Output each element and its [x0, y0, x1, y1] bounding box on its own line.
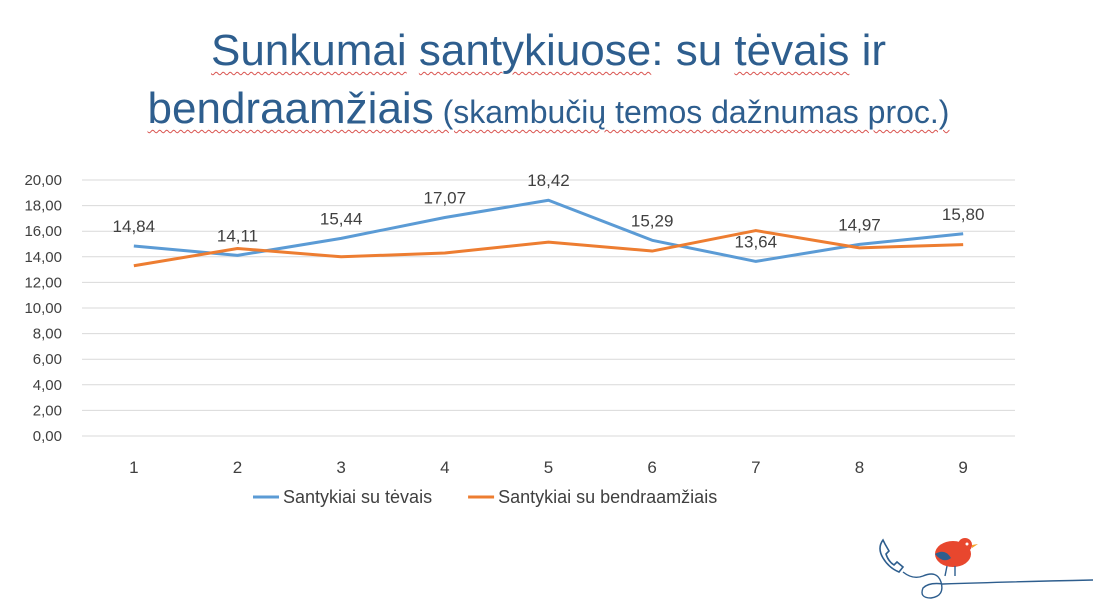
phone-bird-logo-icon: [879, 538, 1094, 599]
chart-gridlines: [82, 179, 1015, 437]
title-word: Sunkumai: [210, 26, 407, 75]
y-tick-label: 4,00: [33, 377, 62, 394]
data-label: 14,11: [217, 226, 258, 245]
data-label: 18,42: [527, 171, 570, 190]
title-word: tėvais: [734, 26, 850, 75]
data-labels: 14,84 14,11 15,44 17,07 18,42 15,29 13,64 14,97…: [113, 171, 985, 251]
title-text: : su: [651, 26, 735, 75]
x-tick-label: 8: [855, 458, 864, 477]
title-line-2: bendraamžiais (skambučių temos dažnumas …: [0, 80, 1097, 141]
y-tick-label: 10,00: [24, 300, 62, 317]
slide-title: Sunkumai santykiuose: su tėvais ir bendr…: [0, 22, 1097, 141]
chart-legend: Santykiai su tėvais Santykiai su bendraam…: [253, 487, 717, 507]
title-word: santykiuose: [418, 26, 652, 75]
data-label: 13,64: [735, 232, 778, 251]
y-tick-label: 8,00: [33, 326, 62, 343]
x-tick-label: 2: [233, 458, 242, 477]
legend-label-1: Santykiai su tėvais: [283, 487, 432, 507]
y-tick-label: 18,00: [24, 198, 62, 215]
x-tick-label: 6: [647, 458, 656, 477]
legend-label-2: Santykiai su bendraamžiais: [498, 487, 717, 507]
y-tick-label: 0,00: [33, 428, 62, 445]
chart-series: [133, 198, 964, 268]
data-label: 15,44: [320, 209, 363, 228]
x-tick-label: 9: [958, 458, 967, 477]
line-chart: 0,00 2,00 4,00 6,00 8,00 10,00 12,00 14,00 16,00…: [24, 171, 1015, 507]
x-axis: 1 2 3 4 5 6 7 8 9: [129, 458, 968, 477]
data-label: 15,80: [942, 205, 985, 224]
y-tick-label: 2,00: [33, 402, 62, 419]
x-tick-label: 5: [544, 458, 553, 477]
series-line-1: [133, 198, 964, 263]
x-tick-label: 1: [129, 458, 138, 477]
y-axis: 0,00 2,00 4,00 6,00 8,00 10,00 12,00 14,00 16,00…: [24, 172, 62, 445]
series-line-2: [133, 229, 964, 268]
y-tick-label: 14,00: [24, 249, 62, 266]
y-tick-label: 16,00: [24, 223, 62, 240]
x-tick-label: 7: [751, 458, 760, 477]
data-label: 14,97: [838, 215, 881, 234]
y-tick-label: 20,00: [24, 172, 62, 189]
y-tick-label: 6,00: [33, 351, 62, 368]
title-word: bendraamžiais: [147, 84, 434, 133]
data-label: 15,29: [631, 211, 674, 230]
title-space: [407, 26, 419, 75]
y-tick-label: 12,00: [24, 274, 62, 291]
title-line-1: Sunkumai santykiuose: su tėvais ir: [0, 22, 1097, 80]
title-subtitle: (skambučių temos dažnumas proc.): [433, 94, 950, 130]
data-label: 17,07: [424, 189, 467, 208]
data-label: 14,84: [113, 217, 156, 236]
title-text: ir: [849, 26, 887, 75]
x-tick-label: 4: [440, 458, 449, 477]
x-tick-label: 3: [336, 458, 345, 477]
